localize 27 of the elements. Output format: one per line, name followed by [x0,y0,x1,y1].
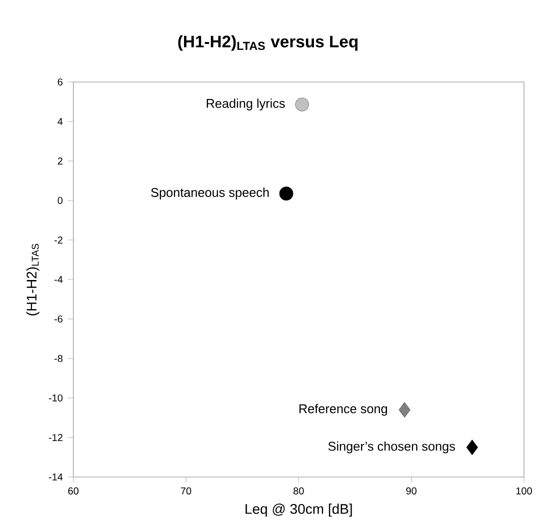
y-tick-label: 0 [58,196,63,204]
y-tick-label: 2 [58,158,62,164]
x-tick-label: 80 [294,487,304,494]
y-tick-label: -14 [48,474,63,480]
y-tick-label: 6 [58,78,62,86]
y-tick-label: -8 [54,354,62,362]
chart-title: (H1-H2)$_{LTAS}$ versus Leq [178,35,358,51]
series-label: Singer’s chosen songs [328,441,455,454]
y-tick-label: -6 [54,315,62,323]
point [398,402,410,418]
series-label: Reading lyrics [206,98,285,110]
x-axis-title: Leq @ 30cm [dB] [246,504,352,517]
point [466,440,478,455]
point [295,98,309,112]
y-tick-label: -10 [48,394,63,402]
x-tick-label: 60 [68,487,78,494]
x-tick-label: 100 [516,487,532,494]
x-tick-label: 90 [406,487,416,494]
y-tick-label: -12 [48,434,62,441]
y-tick-label: 4 [58,118,63,125]
series-label: Reference song [299,404,388,416]
y-axis-title: (H1-H2)$_{LTAS}$ [26,244,40,316]
y-tick-label: -4 [54,276,63,283]
point [279,186,294,201]
series-label: Spontaneous speech [151,188,269,200]
y-tick-label: -2 [54,236,62,244]
x-tick-label: 70 [180,487,192,494]
